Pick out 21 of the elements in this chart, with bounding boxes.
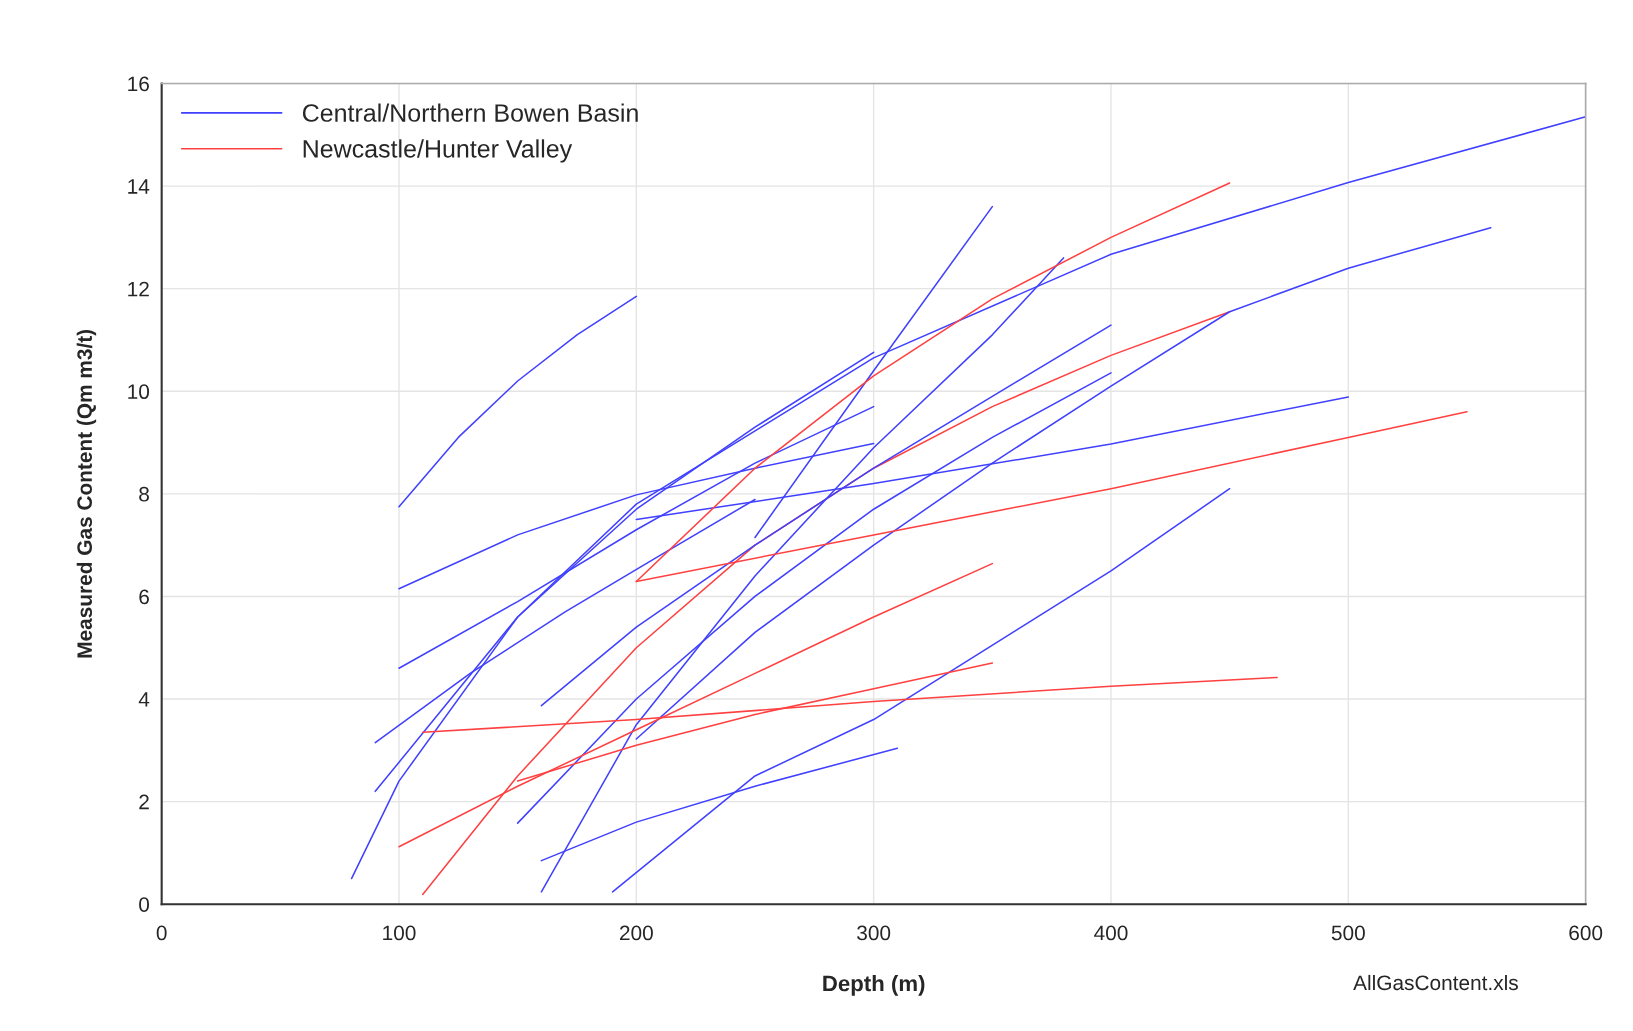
- x-tick-label: 400: [1094, 925, 1128, 941]
- x-tick-label: 600: [1569, 925, 1603, 941]
- text: AllGasContent.xls: [1353, 974, 1518, 991]
- legend-label: Newcastle/Hunter Valley: [303, 139, 573, 163]
- y-tick-label: 10: [128, 384, 150, 400]
- y-tick-label: 8: [139, 486, 149, 502]
- y-tick-label: 6: [139, 589, 149, 605]
- x-tick-label: 300: [857, 925, 891, 941]
- y-tick-label: 4: [138, 692, 150, 707]
- x-tick-label: 100: [383, 925, 416, 941]
- x-tick-label: 500: [1331, 925, 1365, 941]
- y-tick-label: 12: [128, 281, 149, 297]
- x-tick-label: 200: [620, 925, 653, 941]
- y-tick-label: 14: [128, 179, 150, 194]
- y-axis-title: Measured Gas Content (Qm m3/t): [76, 329, 97, 658]
- y-tick-label: 16: [128, 76, 149, 92]
- x-tick-label: 0: [156, 925, 167, 941]
- x-axis-title: Depth (m): [823, 975, 925, 996]
- y-tick-label: 0: [139, 897, 150, 912]
- legend-label: Central/Northern Bowen Basin: [302, 103, 638, 122]
- y-tick-label: 2: [139, 794, 149, 810]
